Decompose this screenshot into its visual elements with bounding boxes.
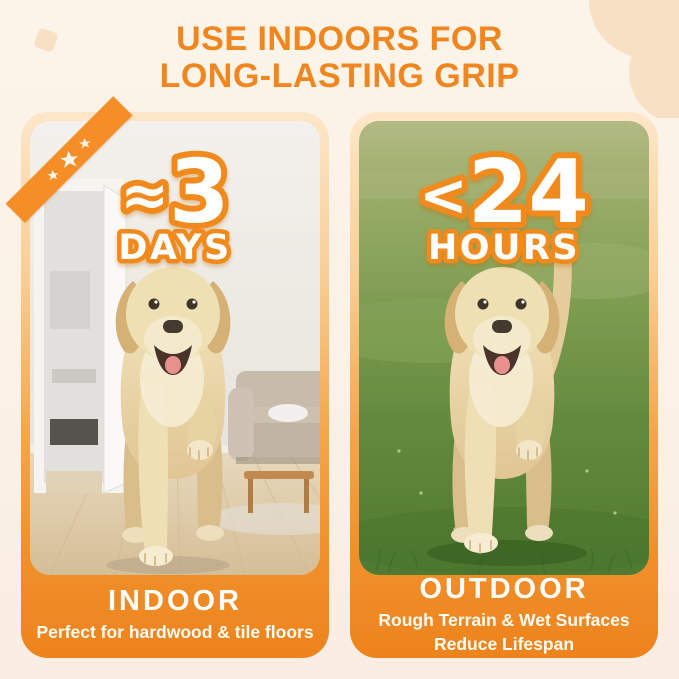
outdoor-panel: OUTDOOR Rough Terrain & Wet Surfaces Red…	[350, 573, 658, 658]
indoor-label: INDOOR	[108, 585, 242, 618]
comparison-cards: ≈3 DAYS INDOOR Perfect for hardwood & ti…	[5, 96, 658, 658]
star-icon	[47, 169, 59, 181]
labrador-dog-illustration	[444, 235, 572, 554]
indoor-panel: INDOOR Perfect for hardwood & tile floor…	[21, 575, 329, 658]
duration-unit: HOURS	[428, 228, 580, 268]
duration-unit: DAYS	[118, 228, 231, 268]
labrador-dog-illustration	[115, 267, 231, 567]
duration-overlay: ≈3 DAYS	[114, 135, 236, 273]
less-than-symbol: <	[419, 161, 468, 229]
page-title: USE INDOORS FOR LONG-LASTING GRIP	[0, 21, 679, 95]
outdoor-photo: <24 HOURS	[359, 121, 649, 575]
corner-blob-decoration	[589, 0, 679, 118]
indoor-description: Perfect for hardwood & tile floors	[36, 622, 314, 643]
indoor-photo: ≈3 DAYS	[30, 121, 320, 575]
duration-overlay: <24 HOURS	[413, 135, 595, 273]
star-icon	[79, 138, 91, 149]
svg-text:<24: <24	[419, 141, 589, 243]
outdoor-description-line-2: Reduce Lifespan	[433, 634, 575, 654]
outdoor-label: OUTDOOR	[419, 573, 589, 606]
outdoor-grass-scene	[359, 121, 649, 575]
approx-symbol: ≈	[120, 161, 169, 229]
indoor-card: ≈3 DAYS INDOOR Perfect for hardwood & ti…	[5, 96, 329, 658]
star-icon	[59, 150, 78, 168]
indoor-living-room-scene	[30, 121, 320, 575]
title-line-1: USE INDOORS FOR	[176, 20, 503, 58]
award-ribbon	[5, 96, 133, 223]
svg-text:≈3: ≈3	[120, 141, 229, 243]
title-line-2: LONG-LASTING GRIP	[159, 57, 520, 95]
outdoor-card: <24 HOURS OUTDOOR Rough Terrain & Wet Su…	[350, 112, 658, 658]
outdoor-description-line-1: Rough Terrain & Wet Surfaces	[378, 610, 630, 631]
